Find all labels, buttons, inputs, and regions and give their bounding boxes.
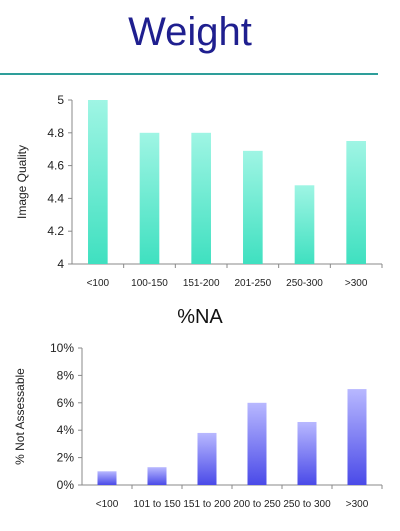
x-tick-label: 200 to 250 [233, 499, 281, 510]
y-axis-label: Image Quality [15, 145, 29, 219]
x-tick-label: >300 [345, 278, 368, 289]
x-tick-label: 151-200 [183, 278, 220, 289]
y-tick-label: 4.2 [47, 224, 64, 238]
y-tick-label: 4.4 [47, 191, 64, 205]
x-tick-label: >300 [346, 499, 369, 510]
x-tick-label: <100 [87, 278, 110, 289]
y-tick-label: 2% [57, 451, 75, 465]
y-axis-label: % Not Assessable [13, 368, 27, 465]
y-tick-label: 5 [57, 93, 64, 107]
bar [139, 132, 160, 264]
bar [191, 132, 211, 264]
x-tick-label: 151 to 200 [183, 499, 231, 510]
x-tick-label: 250 to 300 [283, 499, 331, 510]
bar [88, 100, 108, 264]
x-tick-label: 100-150 [131, 278, 168, 289]
x-tick-label: 250-300 [286, 278, 323, 289]
y-tick-label: 4% [57, 423, 75, 437]
bar [297, 421, 317, 485]
y-tick-label: 6% [57, 396, 75, 410]
bar [97, 471, 117, 485]
bar [197, 432, 217, 485]
y-tick-label: 8% [57, 368, 75, 382]
x-tick-label: 201-250 [234, 278, 271, 289]
y-tick-label: 0% [57, 478, 75, 492]
bar [147, 467, 167, 485]
bar [347, 389, 367, 485]
y-tick-label: 4 [57, 257, 64, 271]
bar [294, 185, 315, 264]
image-quality-chart: 4 4.2 4.4 4.6 4.8 5 Image Quality <100 100-150 15… [15, 93, 383, 289]
y-tick-label: 4.8 [47, 126, 64, 140]
bar [247, 402, 267, 485]
x-tick-label: <100 [96, 499, 119, 510]
title-divider [0, 73, 378, 75]
bar [346, 141, 366, 264]
y-tick-label: 10% [50, 341, 74, 355]
x-tick-label: 101 to 150 [133, 499, 181, 510]
bar [243, 150, 263, 264]
y-tick-label: 4.6 [47, 159, 64, 173]
chart2-title: %NA [177, 306, 223, 328]
page-title: Weight [128, 10, 252, 54]
